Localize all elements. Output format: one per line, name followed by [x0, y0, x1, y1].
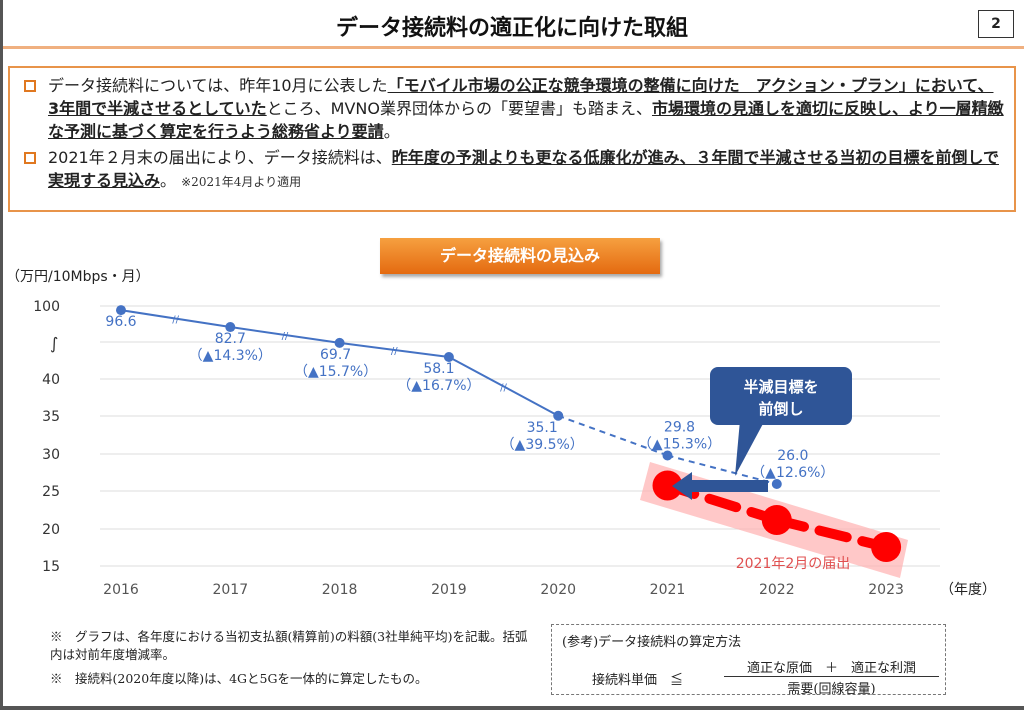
series-segment: [557, 414, 668, 457]
formula-numerator: 適正な原価 ＋ 適正な利潤: [724, 657, 939, 677]
series-segment: [339, 341, 450, 358]
callout-box: [710, 367, 852, 425]
change-label: （▲14.3%）: [189, 348, 272, 364]
series-label: 2021年2月の届出: [736, 556, 851, 572]
data-label: 82.7: [215, 331, 246, 347]
data-label: 69.7: [320, 347, 351, 363]
x-tick-label: 2019: [431, 582, 467, 598]
axis-break-mark: //: [391, 346, 398, 357]
body-text: データ接続料については、昨年10月に公表した: [48, 76, 388, 95]
series-segment: [230, 326, 340, 344]
data-label: 26.0: [777, 448, 808, 464]
y-tick-label: 30: [42, 447, 60, 463]
x-tick-label: 2016: [103, 582, 139, 598]
emphasis-text: 市場環境の見通しを適切に反映し、より一層精緻な予測に基づく算定を行うよう総務省よ…: [48, 99, 1004, 141]
y-axis-label: （万円/10Mbps・月）: [6, 269, 150, 285]
frame-edge: [0, 0, 3, 710]
bullet-1-text: データ接続料については、昨年10月に公表した「モバイル市場の公正な競争環境の整備…: [48, 76, 1004, 141]
x-tick-label: 2023: [868, 582, 904, 598]
bullet-2-text: 2021年２月末の届出により、データ接続料は、昨年度の予測よりも更なる低廉化が進…: [48, 148, 999, 190]
series-segment: [120, 309, 231, 329]
data-point: [871, 532, 902, 562]
axis-break-mark: //: [172, 315, 179, 326]
series-segment: [448, 356, 559, 417]
bullet-2-note: ※2021年4月より適用: [181, 175, 302, 189]
chart-title: データ接続料の見込み: [380, 238, 660, 274]
data-label: 58.1: [423, 361, 454, 377]
data-point: [652, 470, 683, 501]
axis-break-mark: //: [500, 382, 507, 393]
formula-lhs: 接続料単価 ≦: [592, 673, 684, 688]
data-label: 35.1: [527, 420, 558, 436]
body-text: 。: [160, 171, 177, 190]
formula-denominator: 需要(回線容量): [787, 682, 876, 697]
x-tick-label: 2022: [759, 582, 795, 598]
summary-box: データ接続料については、昨年10月に公表した「モバイル市場の公正な競争環境の整備…: [8, 66, 1016, 212]
data-label: 96.6: [105, 314, 136, 330]
callout-text: 半減目標を: [743, 378, 818, 396]
title-divider: [3, 46, 1024, 49]
page-title: データ接続料の適正化に向けた取組: [335, 16, 688, 41]
bullet-square-icon: [24, 152, 36, 164]
data-point: [116, 305, 126, 316]
data-point: [225, 322, 236, 333]
axis-break-mark: //: [282, 331, 289, 342]
arrow-shaft: [692, 480, 768, 492]
y-tick-label: 35: [42, 409, 60, 425]
data-point: [553, 410, 564, 421]
body-text: ところ、MVNO業界団体からの「要望書」も踏まえ、: [266, 99, 652, 118]
change-label: （▲12.6%）: [751, 465, 834, 481]
x-axis-label: （年度）: [940, 582, 996, 598]
y-tick-label: 25: [42, 484, 60, 500]
y-tick-label: 15: [42, 559, 60, 575]
callout-text: 前倒し: [758, 400, 803, 418]
formula-title: (参考)データ接続料の算定方法: [562, 635, 742, 650]
x-tick-label: 2018: [322, 582, 358, 598]
bullet-1: データ接続料については、昨年10月に公表した「モバイル市場の公正な競争環境の整備…: [24, 74, 1004, 143]
data-point: [334, 337, 345, 348]
formula-box: (参考)データ接続料の算定方法 接続料単価 ≦ 適正な原価 ＋ 適正な利潤 需要…: [551, 624, 946, 697]
change-label: （▲16.7%）: [397, 378, 480, 394]
arrow-left-icon: [672, 472, 692, 500]
x-tick-label: 2020: [540, 582, 576, 598]
bullet-2: 2021年２月末の届出により、データ接続料は、昨年度の予測よりも更なる低廉化が進…: [24, 146, 1004, 194]
data-label: 29.8: [664, 420, 695, 436]
x-tick-label: 2017: [212, 582, 248, 598]
data-point: [443, 351, 454, 362]
bullet-square-icon: [24, 80, 36, 92]
y-tick-label: 100: [33, 299, 60, 315]
callout-pointer: [735, 420, 765, 476]
body-text: 2021年２月末の届出により、データ接続料は、: [48, 148, 392, 167]
note-2: ※ 接続料(2020年度以降)は、4Gと5Gを一体的に算定したもの。: [50, 671, 428, 686]
axis-break-icon: ∫: [50, 334, 58, 353]
data-point: [771, 479, 782, 489]
x-tick-label: 2021: [650, 582, 686, 598]
emphasis-text: 「モバイル市場の公正な競争環境の整備に向けた アクション・プラン」において、3年…: [48, 76, 994, 118]
emphasis-text: 昨年度の予測よりも更なる低廉化が進み、３年間で半減させる当初の目標を前倒しで実現…: [48, 148, 999, 190]
data-point: [662, 450, 673, 461]
change-label: （▲15.7%）: [294, 364, 377, 380]
series-segment: [667, 454, 778, 485]
y-tick-label: 20: [42, 522, 60, 538]
data-point: [761, 505, 792, 535]
note-1: ※ グラフは、各年度における当初支払額(精算前)の料額(3社単純平均)を記載。括…: [50, 629, 528, 662]
series-segment: [771, 515, 892, 552]
change-label: （▲39.5%）: [501, 437, 584, 453]
y-tick-label: 40: [42, 372, 60, 388]
frame-edge: [0, 706, 1024, 710]
page-number: 2: [978, 10, 1014, 38]
body-text: 。: [383, 122, 400, 141]
change-label: （▲15.3%）: [638, 437, 721, 453]
